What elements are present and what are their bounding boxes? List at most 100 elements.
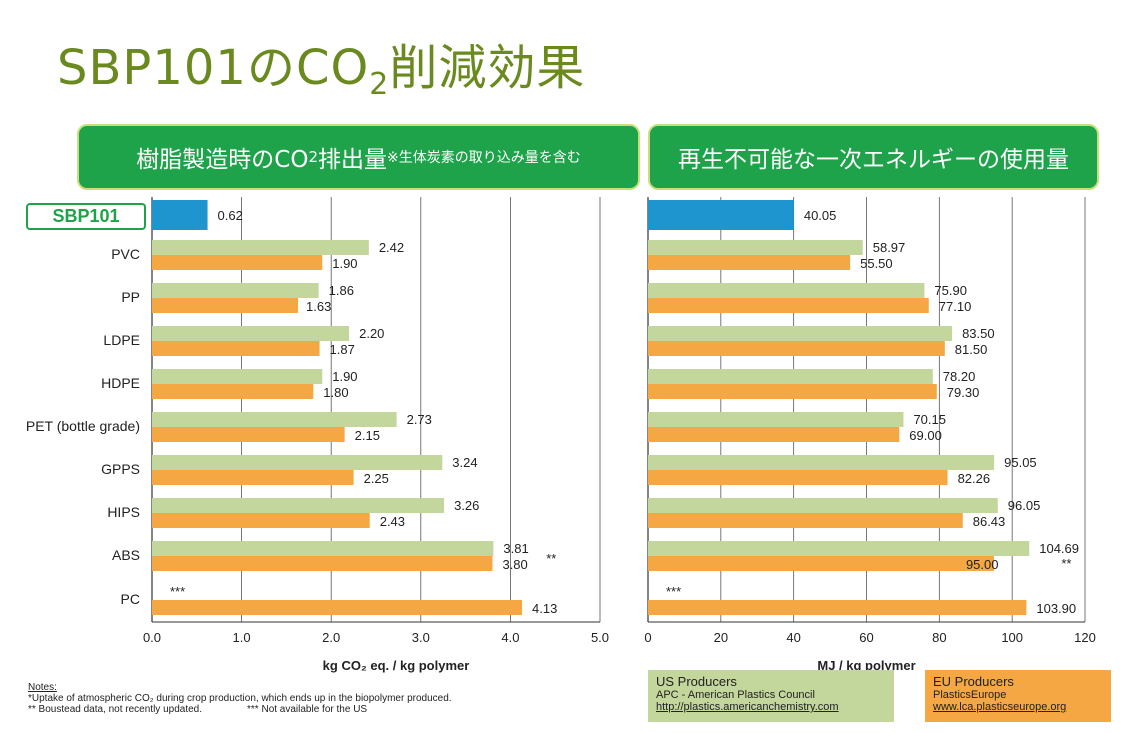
left-annotation: ** [546, 551, 556, 566]
left-data-label-us: 2.20 [359, 326, 384, 341]
right-data-label-eu: 77.10 [939, 299, 972, 314]
right-bar-eu [648, 556, 994, 571]
page-title: SBP101のCO2削減効果 [57, 40, 586, 102]
left-data-label-eu: 1.63 [306, 299, 331, 314]
left-bar-us [152, 541, 494, 556]
left-data-label-us: 3.26 [454, 498, 479, 513]
right-data-label-us: 78.20 [943, 369, 976, 384]
left-data-label-sbp101: 0.62 [218, 208, 243, 223]
legend-eu-title: EU Producers [933, 674, 1014, 689]
left-data-label-eu: 1.80 [323, 385, 348, 400]
left-bar-us [152, 326, 350, 341]
right-data-label-eu: 86.43 [973, 514, 1006, 529]
right-x-tick-label: 80 [932, 630, 946, 645]
right-bar-us [648, 240, 863, 255]
left-bar-eu [152, 556, 493, 571]
left-bar-us [152, 283, 319, 298]
right-x-tick-label: 20 [714, 630, 728, 645]
left-bar-eu [152, 384, 314, 399]
right-data-label-us: 83.50 [962, 326, 995, 341]
category-label: PET (bottle grade) [26, 418, 140, 434]
left-bar-eu [152, 427, 345, 442]
right-data-label-us: 96.05 [1008, 498, 1041, 513]
left-bar-us [152, 412, 397, 427]
left-data-label-eu: 2.25 [364, 471, 389, 486]
legend-us-producers: US Producers APC - American Plastics Cou… [648, 670, 894, 722]
right-annotation: ** [1061, 556, 1071, 571]
chart-notes: Notes: *Uptake of atmospheric CO₂ during… [28, 682, 452, 715]
right-bar-eu [648, 255, 851, 270]
right-bar-eu [648, 513, 963, 528]
left-bar-us [152, 455, 443, 470]
left-data-label-us-na: *** [170, 584, 185, 599]
category-label: HDPE [101, 375, 140, 391]
left-bar-eu [152, 255, 323, 270]
category-label: PP [121, 289, 140, 305]
right-bar-us [648, 498, 998, 513]
right-data-label-eu: 95.00 [966, 557, 999, 572]
left-data-label-us: 2.42 [379, 240, 404, 255]
right-data-label-sbp101: 40.05 [804, 208, 837, 223]
category-label: PVC [111, 246, 140, 262]
notes-heading: Notes: [28, 682, 57, 693]
right-data-label-us: 70.15 [913, 412, 946, 427]
category-label: LDPE [103, 332, 140, 348]
right-x-tick-label: 100 [1001, 630, 1023, 645]
left-x-axis-title: kg CO₂ eq. / kg polymer [323, 658, 470, 673]
left-bar-us [152, 369, 323, 384]
legend-us-link[interactable]: http://plastics.americanchemistry.com [656, 701, 839, 713]
right-bar-eu [648, 600, 1027, 615]
left-data-label-eu: 2.15 [355, 428, 380, 443]
sbp101-category-label: SBP101 [26, 203, 146, 230]
left-data-label-us: 3.24 [452, 455, 477, 470]
left-data-label-eu: 3.80 [502, 557, 527, 572]
right-bar-us [648, 541, 1030, 556]
right-x-tick-label: 60 [859, 630, 873, 645]
left-bar-eu [152, 298, 299, 313]
left-x-tick-label: 2.0 [322, 630, 340, 645]
left-data-label-us: 2.73 [407, 412, 432, 427]
note-line-2b: *** Not available for the US [247, 704, 368, 715]
left-data-label-eu: 2.43 [380, 514, 405, 529]
right-bar-us [648, 455, 995, 470]
right-x-tick-label: 40 [786, 630, 800, 645]
right-data-label-eu: 79.30 [947, 385, 980, 400]
legend-eu-link[interactable]: www.lca.plasticseurope.org [933, 701, 1067, 713]
legend-us-title: US Producers [656, 674, 737, 689]
category-label: HIPS [107, 504, 140, 520]
category-label: GPPS [101, 461, 140, 477]
left-data-label-us: 1.90 [332, 369, 357, 384]
right-bar-eu [648, 298, 929, 313]
right-bar-eu [648, 384, 937, 399]
left-x-tick-label: 4.0 [501, 630, 519, 645]
left-bar-us [152, 240, 369, 255]
right-data-label-eu: 81.50 [955, 342, 988, 357]
category-label: PC [121, 591, 140, 607]
left-x-tick-label: 3.0 [412, 630, 430, 645]
legend-eu-org: PlasticsEurope [933, 689, 1007, 701]
category-label: ABS [112, 547, 140, 563]
left-data-label-eu: 1.90 [332, 256, 357, 271]
right-bar-us [648, 369, 933, 384]
left-data-label-eu: 1.87 [330, 342, 355, 357]
note-line-2a: ** Boustead data, not recently updated. [28, 704, 203, 715]
right-data-label-eu: 103.90 [1036, 601, 1076, 616]
left-bar-eu [152, 341, 320, 356]
right-bar-eu [648, 427, 900, 442]
right-x-axis-title: MJ / kg polymer [817, 658, 915, 673]
left-data-label-us: 3.81 [503, 541, 528, 556]
legend-us-org: APC - American Plastics Council [656, 689, 815, 701]
right-chart-banner: 再生不可能な一次エネルギーの使用量 [648, 124, 1099, 190]
legend-eu-producers: EU Producers PlasticsEurope www.lca.plas… [925, 670, 1111, 722]
left-bar-us [152, 498, 445, 513]
left-chart-banner: 樹脂製造時のCO 2 排出量 ※生体炭素の取り込み量を含む [77, 124, 640, 190]
left-bar-sbp101 [152, 200, 208, 230]
left-bar-eu [152, 513, 370, 528]
right-data-label-eu: 55.50 [860, 256, 893, 271]
right-x-tick-label: 120 [1074, 630, 1096, 645]
right-data-label-us: 75.90 [934, 283, 967, 298]
left-bar-eu [152, 600, 523, 615]
right-x-tick-label: 0 [644, 630, 651, 645]
right-data-label-us-na: *** [666, 584, 681, 599]
